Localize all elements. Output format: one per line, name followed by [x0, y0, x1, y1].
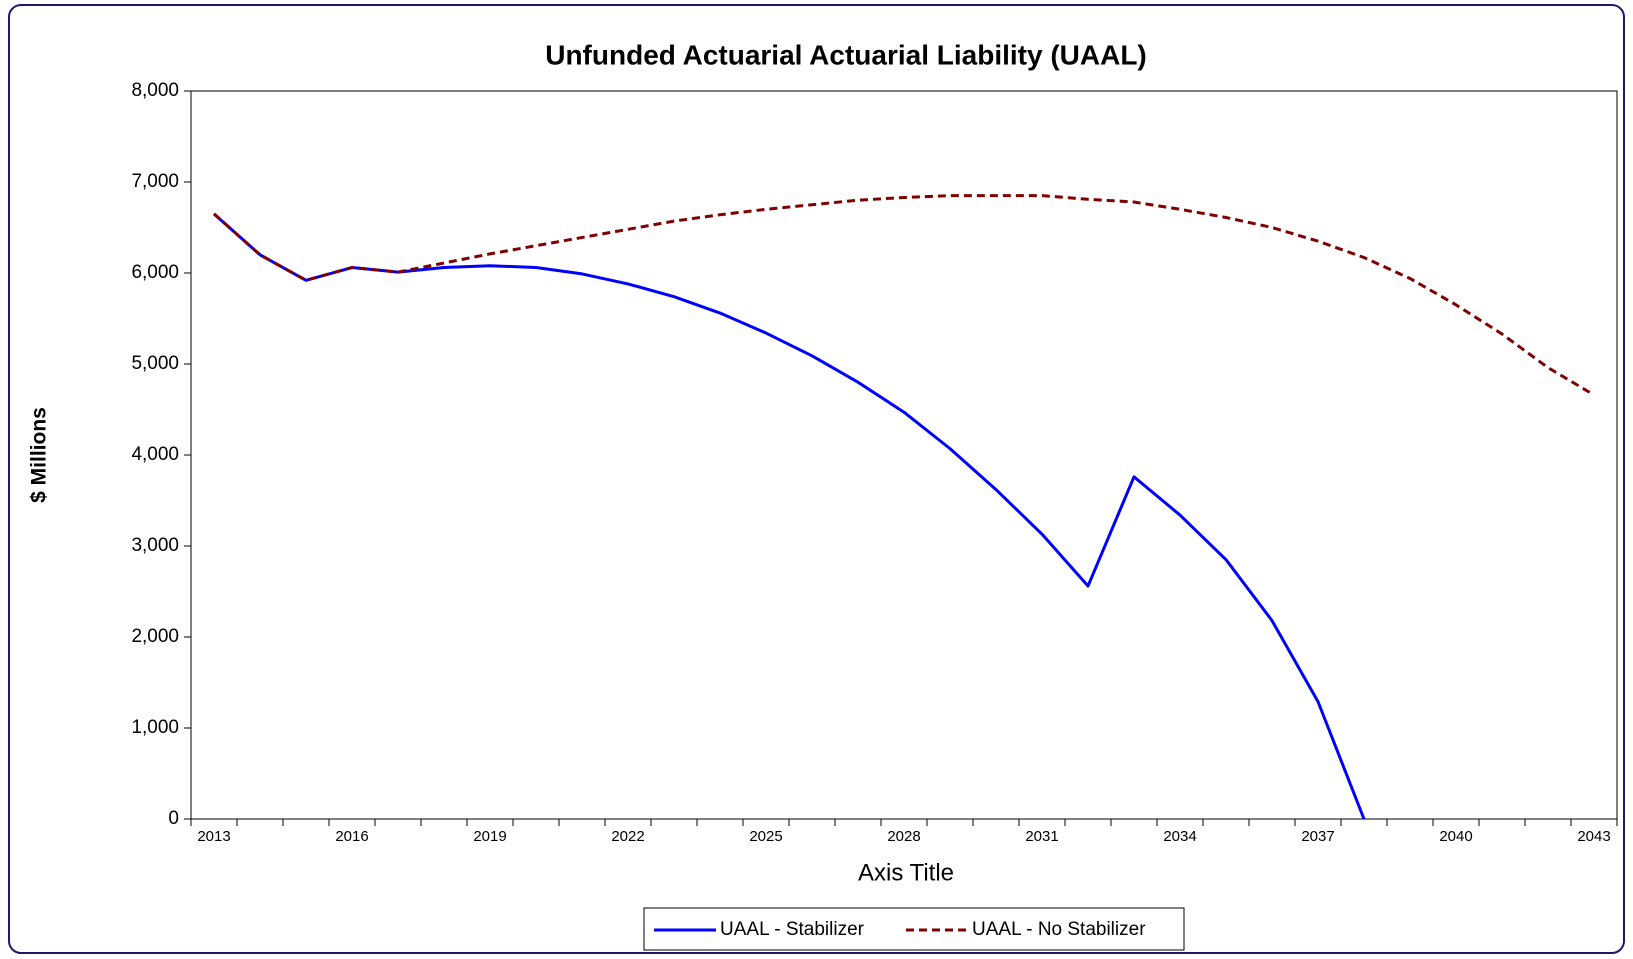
y-tick-label: 3,000: [131, 535, 179, 556]
x-tick-label: 2037: [1301, 828, 1334, 845]
y-tick-label: 8,000: [131, 80, 179, 101]
legend-label: UAAL - No Stabilizer: [972, 919, 1146, 940]
y-tick-label: 1,000: [131, 717, 179, 738]
y-tick-label: 7,000: [131, 171, 179, 192]
y-tick-label: 0: [168, 808, 179, 829]
x-tick-label: 2031: [1025, 828, 1058, 845]
x-tick-label: 2028: [887, 828, 920, 845]
x-tick-label: 2019: [473, 828, 506, 845]
x-tick-label: 2013: [197, 828, 230, 845]
y-tick-label: 2,000: [131, 626, 179, 647]
x-tick-label: 2043: [1577, 828, 1610, 845]
x-tick-label: 2025: [749, 828, 782, 845]
x-tick-label: 2016: [335, 828, 368, 845]
y-tick-label: 5,000: [131, 353, 179, 374]
data-line: [213, 194, 1595, 397]
x-tick-label: 2022: [611, 828, 644, 845]
x-tick-label: 2040: [1439, 828, 1472, 845]
y-tick-label: 4,000: [131, 444, 179, 465]
x-axis-title: Axis Title: [858, 859, 954, 886]
chart-frame: [8, 4, 1625, 954]
legend-label: UAAL - Stabilizer: [720, 919, 865, 940]
legend-box: [643, 907, 1185, 951]
y-tick-label: 6,000: [131, 262, 179, 283]
y-axis-title: $ Millions: [28, 407, 51, 503]
chart-title: Unfunded Actuarial Actuarial Liability (…: [545, 39, 1147, 70]
x-tick-label: 2034: [1163, 828, 1196, 845]
